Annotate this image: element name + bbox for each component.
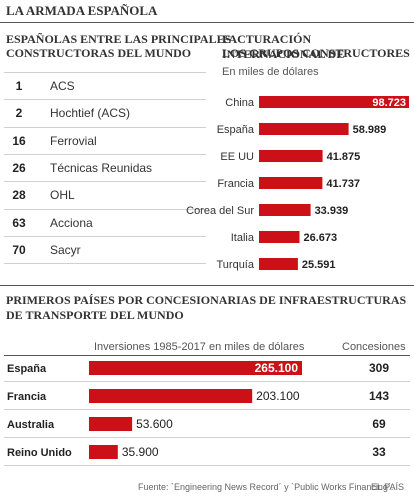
facturacion-bar (259, 150, 323, 162)
facturacion-title-line2: LOS GRUPOS CONSTRUCTORES (222, 46, 410, 60)
ranking-position: 1 (15, 79, 23, 93)
facturacion-value-label: 41.875 (327, 151, 361, 163)
concesionarias-row-divider (4, 409, 410, 410)
concessions-count: 309 (369, 361, 389, 375)
ranking-company-name: ACS (50, 79, 75, 93)
concesionarias-value-label: 35.900 (122, 445, 159, 459)
facturacion-category-label: China (225, 97, 255, 109)
ranking-position: 26 (12, 160, 26, 175)
concesionarias-country-label: Reino Unido (7, 447, 72, 459)
concesionarias-header-rule (4, 355, 410, 356)
concesionarias-title-line1: PRIMEROS PAÍSES POR CONCESIONARIAS DE IN… (6, 293, 407, 307)
facturacion-chart: China 98.723 España 58.989 EE UU 41.875 Franci… (186, 96, 409, 271)
facturacion-bar (259, 231, 300, 243)
facturacion-bar (259, 258, 298, 270)
ranking-row-divider (4, 263, 206, 265)
source-note: Fuente: `Engineering News Record´ y `Pub… (138, 482, 394, 492)
facturacion-category-label: España (217, 124, 255, 136)
facturacion-value-label: 58.989 (353, 124, 387, 136)
ranking-row-divider (4, 153, 206, 155)
ranking-company-name: Sacyr (50, 242, 81, 257)
concesionarias-bar (89, 417, 133, 431)
ranking-row-divider (4, 99, 206, 101)
facturacion-bar (259, 177, 323, 189)
concesionarias-country-label: Australia (7, 419, 55, 431)
facturacion-value-label: 33.939 (315, 205, 349, 217)
ranking-row-divider (4, 181, 206, 183)
concesionarias-bar (89, 389, 253, 403)
facturacion-value-label: 26.673 (304, 232, 338, 244)
investment-column-header: Inversiones 1985-2017 en miles de dólare… (94, 341, 305, 353)
concesionarias-bar (89, 361, 302, 375)
facturacion-category-label: Italia (231, 232, 255, 244)
ranking-company-name: OHL (50, 188, 75, 203)
ranking-position: 63 (12, 215, 26, 230)
ranking-position: 2 (15, 106, 23, 121)
facturacion-value-label: 98.723 (372, 97, 406, 109)
ranking-row-divider (4, 208, 206, 210)
concessions-count: 69 (372, 417, 386, 431)
concesionarias-value-label: 203.100 (256, 389, 300, 403)
ranking-company-name: Ferrovial (50, 133, 97, 148)
facturacion-bar (259, 123, 349, 135)
ranking-title-line2: CONSTRUCTORAS DEL MUNDO (6, 46, 192, 60)
facturacion-value-label: 41.737 (326, 178, 360, 190)
ranking-row-divider (4, 72, 206, 73)
ranking-company-name: Hochtief (ACS) (50, 106, 131, 121)
ranking-position: 28 (12, 188, 26, 203)
facturacion-category-label: EE UU (220, 151, 254, 163)
ranking-company-name: Técnicas Reunidas (50, 160, 153, 175)
title-rule (0, 22, 414, 23)
concessions-count: 33 (372, 445, 386, 459)
concesionarias-value-label: 53.600 (136, 417, 173, 431)
publisher-label: EL PAÍS (371, 482, 405, 492)
ranking-title-line1: ESPAÑOLAS ENTRE LAS PRINCIPALES (6, 32, 232, 46)
ranking-row-divider (4, 126, 206, 128)
ranking-position: 16 (12, 133, 26, 148)
concesionarias-country-label: España (7, 363, 47, 375)
concesionarias-value-label: 265.100 (255, 361, 299, 375)
facturacion-category-label: Turquía (216, 259, 254, 271)
concesionarias-row-divider (4, 465, 410, 466)
facturacion-title-line1: FACTURACIÓN INTERNACIONAL DE (222, 32, 345, 61)
facturacion-category-label: Francia (217, 178, 255, 190)
facturacion-bar (259, 204, 311, 216)
facturacion-value-label: 25.591 (302, 259, 336, 271)
concesionarias-row-divider (4, 381, 410, 382)
concessions-count: 143 (369, 389, 389, 403)
facturacion-unit: En miles de dólares (222, 66, 319, 78)
ranking-company-name: Acciona (50, 215, 93, 230)
concesionarias-country-label: Francia (7, 391, 47, 403)
facturacion-bar (259, 96, 409, 108)
ranking-row-divider (4, 235, 206, 237)
facturacion-category-label: Corea del Sur (186, 205, 254, 217)
concessions-column-header: Concesiones (342, 341, 406, 353)
main-title: LA ARMADA ESPAÑOLA (6, 3, 158, 18)
concesionarias-chart: España 265.100 309 Francia 203.100 143 Austral… (4, 361, 410, 466)
concesionarias-bar (89, 445, 118, 459)
ranking-position: 70 (12, 242, 26, 257)
concesionarias-row-divider (4, 437, 410, 438)
concesionarias-title-line2: DE TRANSPORTE DEL MUNDO (6, 308, 184, 322)
section-rule (0, 285, 414, 286)
